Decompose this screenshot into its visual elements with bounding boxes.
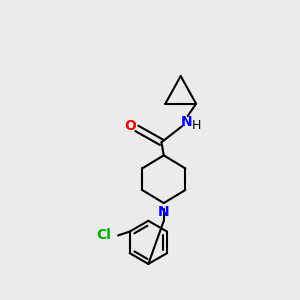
Text: O: O <box>125 119 136 133</box>
Text: H: H <box>192 119 202 132</box>
Text: N: N <box>158 206 170 219</box>
Text: N: N <box>181 115 193 129</box>
Text: Cl: Cl <box>96 228 111 242</box>
